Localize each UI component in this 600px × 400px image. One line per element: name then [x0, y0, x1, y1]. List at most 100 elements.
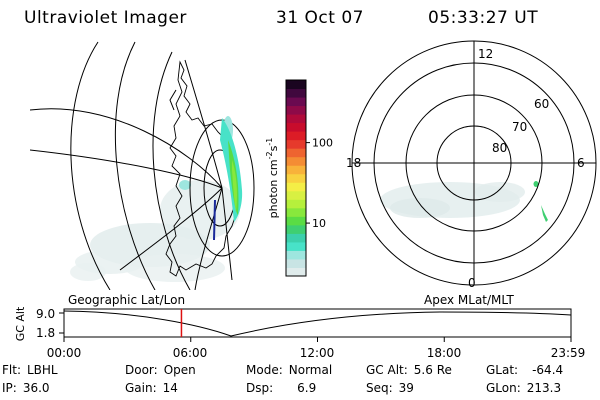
colorbar-cell [286, 190, 306, 200]
latitude-arc-outer [70, 41, 111, 290]
colorbar-cell [286, 80, 306, 90]
peninsula-coast [169, 89, 177, 111]
colorbar-cell [286, 165, 306, 175]
info-gain: Gain: 14 [125, 381, 178, 395]
polar-mlt-plot: 12 0 18 6 60 70 80 [346, 40, 597, 290]
mlt-label-0: 0 [468, 276, 476, 290]
gcalt-label: GC Alt: [366, 363, 408, 377]
colorbar-label-mid: s [267, 145, 280, 151]
instrument-title: Ultraviolet Imager [24, 8, 187, 28]
colorbar-cell [286, 224, 306, 234]
latitude-arc-3 [152, 51, 191, 290]
altitude-curve [63, 310, 572, 337]
colorbar-cell [286, 122, 306, 132]
colorbar-cell [286, 267, 306, 277]
longitude-line-3 [119, 187, 223, 271]
colorbar-cell [286, 88, 306, 98]
time-tick-2359: 23:59 [551, 346, 586, 360]
colorbar-cell [286, 114, 306, 124]
seq-value: 39 [398, 381, 414, 395]
info-glon: GLon: 213.3 [486, 381, 561, 395]
colorbar-cell [286, 207, 306, 217]
colorbar: 100 10 photon cm-2s-1 [265, 79, 333, 277]
colorbar-tick-label: 100 [312, 137, 333, 150]
time-tick-0000: 00:00 [47, 346, 82, 360]
seq-label: Seq: [366, 381, 393, 395]
polar-emission [380, 181, 548, 222]
door-value: Open [163, 363, 196, 377]
glon-label: GLon: [486, 381, 521, 395]
ip-label: IP: [2, 381, 17, 395]
mlt-label-6: 6 [577, 156, 585, 170]
apex-label: Apex MLat/MLT [424, 293, 514, 307]
time-tick-1800: 18:00 [427, 346, 462, 360]
gain-label: Gain: [125, 381, 157, 395]
lat-label-80: 80 [492, 141, 507, 155]
latitude-arc-2 [114, 41, 156, 290]
colorbar-cell [286, 241, 306, 251]
geographic-label: Geographic Lat/Lon [68, 293, 185, 307]
colorbar-label-sup1: -2 [265, 151, 274, 159]
gc-alt-axis-title: GC Alt [14, 306, 27, 341]
dsp-label: Dsp: [246, 381, 274, 395]
longitude-line-4 [184, 59, 223, 189]
colorbar-cell [286, 156, 306, 166]
glat-label: GLat: [486, 363, 519, 377]
gcalt-value: 5.6 Re [413, 363, 452, 377]
mlt-label-18: 18 [346, 156, 361, 170]
info-flt: Flt: LBHL [2, 363, 58, 377]
colorbar-tick-label: 10 [312, 217, 326, 230]
colorbar-frame [285, 79, 307, 277]
info-ip: IP: 36.0 [2, 381, 50, 395]
colorbar-cell [286, 131, 306, 141]
colorbar-cell [286, 182, 306, 192]
glat-value: -64.4 [532, 363, 564, 377]
auroral-oval [220, 116, 243, 222]
ip-value: 36.0 [22, 381, 50, 395]
longitude-line-1 [30, 108, 223, 189]
colorbar-cell [286, 173, 306, 183]
observation-date: 31 Oct 07 [276, 8, 364, 28]
geographic-map [30, 41, 255, 290]
info-gcalt: GC Alt: 5.6 Re [366, 363, 452, 377]
colorbar-label-main: photon cm [267, 159, 280, 218]
time-tick-1200: 12:00 [300, 346, 335, 360]
gc-alt-min: 1.8 [36, 326, 55, 340]
colorbar-cell [286, 97, 306, 107]
colorbar-cell [286, 105, 306, 115]
time-tick-0600: 06:00 [173, 346, 208, 360]
flt-value: LBHL [26, 363, 58, 377]
lat-label-60: 60 [534, 97, 549, 111]
longitude-line-2 [30, 149, 223, 189]
colorbar-cell [286, 233, 306, 243]
day-night-boundary [213, 199, 216, 241]
info-dsp: Dsp: 6.9 [246, 381, 316, 395]
mlt-label-12: 12 [478, 47, 493, 61]
colorbar-cell [286, 216, 306, 226]
colorbar-cell [286, 250, 306, 260]
colorbar-ticks: 100 10 [306, 137, 333, 230]
colorbar-cell [286, 139, 306, 149]
colorbar-unit-label: photon cm-2s-1 [265, 138, 280, 219]
colorbar-label-sup2: -1 [265, 138, 274, 146]
glon-value: 213.3 [526, 381, 562, 395]
orbit-timeline: Geographic Lat/Lon Apex MLat/MLT GC Alt … [14, 293, 585, 360]
mode-label: Mode: [246, 363, 283, 377]
timeline-frame [63, 308, 572, 338]
gain-value: 14 [162, 381, 178, 395]
gc-alt-max: 9.0 [36, 307, 55, 321]
lat-label-70: 70 [512, 120, 527, 134]
observation-time: 05:33:27 UT [428, 8, 539, 28]
coastline [165, 60, 241, 277]
longitude-line-6 [194, 187, 223, 290]
mode-value: Normal [288, 363, 333, 377]
timeline-ticks [63, 337, 572, 342]
info-glat: GLat: -64.4 [486, 363, 563, 377]
colorbar-cell [286, 148, 306, 158]
door-label: Door: [125, 363, 158, 377]
info-seq: Seq: 39 [366, 381, 414, 395]
info-mode: Mode: Normal [246, 363, 332, 377]
colorbar-cell [286, 199, 306, 209]
info-door: Door: Open [125, 363, 196, 377]
